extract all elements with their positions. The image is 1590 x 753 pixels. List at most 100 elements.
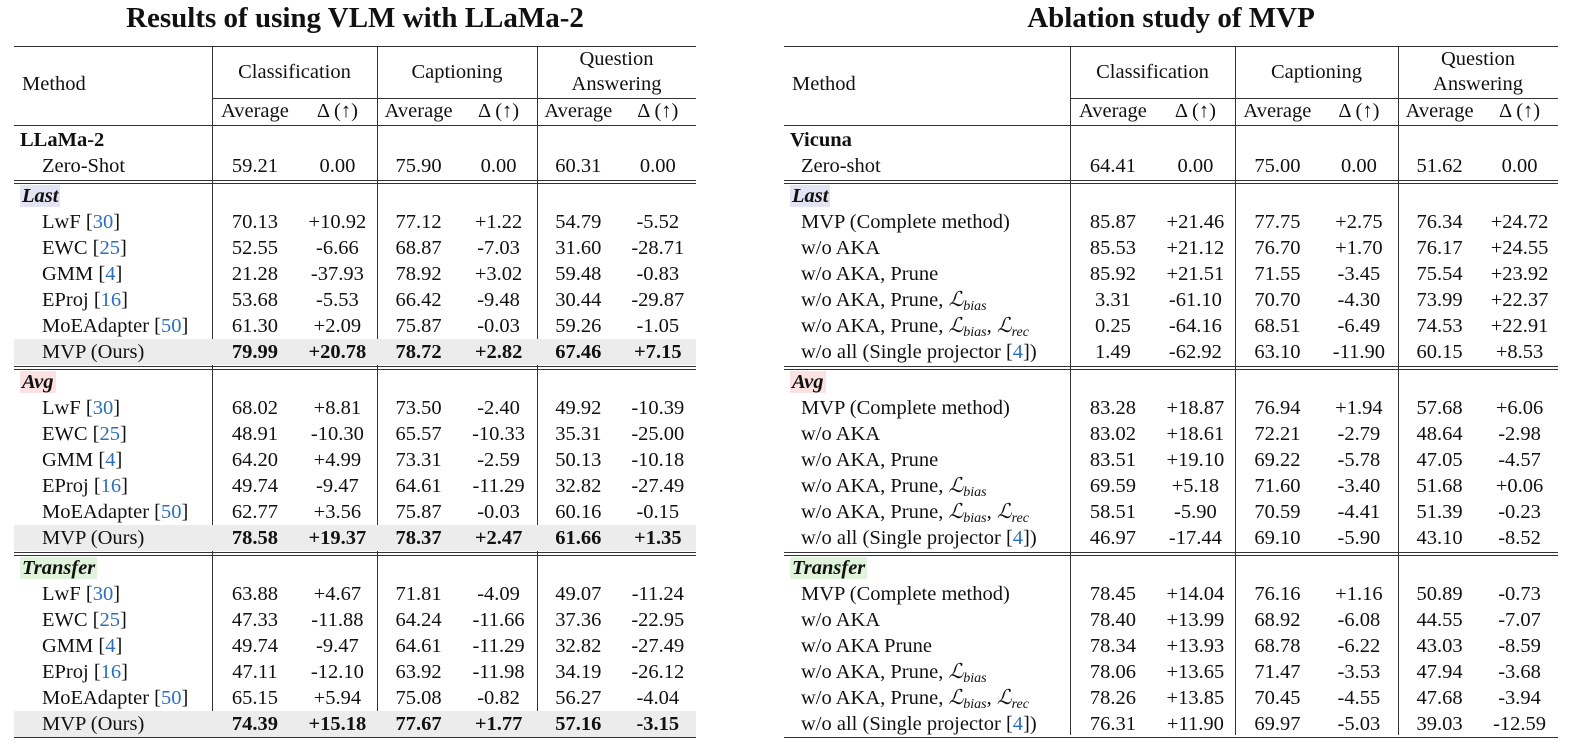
value-cell: +1.94 — [1335, 397, 1383, 419]
value-cell: +1.16 — [1335, 583, 1383, 605]
method: LwF [30] — [42, 395, 120, 421]
loss-symbol: ℒ — [996, 687, 1012, 709]
method-text: EWC — [42, 609, 93, 631]
value-cell: +21.12 — [1166, 237, 1225, 259]
method-text: , — [986, 315, 997, 337]
section-label-row: Transfer — [790, 555, 868, 581]
value-cell: -22.95 — [631, 609, 685, 631]
value-cell: +1.70 — [1335, 237, 1383, 259]
value-cell: 47.94 — [1416, 661, 1463, 683]
group-header: Classification — [238, 60, 351, 83]
method: EProj [16] — [42, 473, 128, 499]
value-cell: -25.00 — [631, 423, 685, 445]
value-cell: +5.94 — [313, 687, 362, 709]
value-cell: 76.34 — [1416, 211, 1463, 233]
value-cell: +2.82 — [474, 341, 523, 363]
rule — [14, 551, 696, 553]
value-cell: 78.92 — [395, 263, 442, 285]
value-cell: -11.88 — [311, 609, 364, 631]
value-cell: +6.06 — [1495, 397, 1544, 419]
value-cell: 69.97 — [1254, 713, 1301, 735]
value-cell: 74.53 — [1416, 315, 1463, 337]
value-cell: -0.83 — [636, 263, 680, 285]
value-cell: 83.51 — [1089, 449, 1136, 471]
method: EProj [16] — [42, 659, 128, 685]
value-cell: 50.89 — [1416, 583, 1463, 605]
method-text: MVP (Ours) — [42, 341, 145, 363]
sub-header: Δ (↑) — [637, 100, 679, 122]
method: Zero-Shot — [42, 153, 125, 179]
value-cell: 72.21 — [1254, 423, 1301, 445]
group-header: Question Answering — [571, 48, 662, 95]
value-cell: -0.23 — [1498, 501, 1541, 523]
method-text: [ — [85, 211, 93, 233]
value-cell: 73.50 — [395, 397, 442, 419]
method-text: ] — [115, 635, 123, 657]
value-cell: 65.57 — [395, 423, 442, 445]
value-cell: 79.99 — [231, 341, 278, 363]
value-cell: 49.74 — [231, 635, 278, 657]
method-text: MVP (Complete method) — [801, 583, 1010, 605]
value-cell: 21.28 — [231, 263, 278, 285]
row-highlight — [14, 711, 696, 737]
citation: 50 — [160, 315, 182, 337]
section-label: Last — [790, 185, 831, 207]
method-text: ] — [121, 661, 128, 683]
method-text: [ — [92, 423, 100, 445]
method: w/o all (Single projector [4]) — [801, 711, 1037, 737]
method: GMM [4] — [42, 447, 122, 473]
method-text: ] — [120, 423, 127, 445]
method: MoEAdapter [50] — [42, 499, 188, 525]
rule — [784, 554, 1558, 556]
method-text: ] — [113, 211, 121, 233]
value-cell: 77.67 — [395, 713, 442, 735]
section-label-row: Avg — [790, 369, 826, 395]
value-cell: +4.67 — [313, 583, 362, 605]
value-cell: +4.99 — [313, 449, 362, 471]
method: MVP (Ours) — [42, 711, 144, 737]
value-cell: 77.12 — [395, 211, 442, 233]
method: EWC [25] — [42, 421, 127, 447]
method-text: [ — [98, 635, 106, 657]
value-cell: 0.00 — [639, 155, 676, 177]
value-cell: -61.10 — [1168, 289, 1222, 311]
citation: 4 — [1012, 341, 1024, 363]
value-cell: 49.74 — [231, 475, 278, 497]
method-text: w/o AKA — [801, 609, 881, 631]
section-label-row: Last — [20, 183, 61, 209]
rule — [784, 551, 1558, 553]
value-cell: -6.66 — [316, 237, 359, 259]
value-cell: -5.90 — [1174, 501, 1217, 523]
value-cell: 75.87 — [395, 501, 442, 523]
rule — [784, 365, 1558, 367]
value-cell: -0.03 — [477, 501, 520, 523]
value-cell: +19.10 — [1166, 449, 1225, 471]
value-cell: 78.40 — [1089, 609, 1136, 631]
value-cell: +7.15 — [634, 341, 682, 363]
value-cell: 64.61 — [395, 475, 442, 497]
value-cell: 68.78 — [1254, 635, 1301, 657]
value-cell: 78.58 — [231, 527, 278, 549]
section-label-row: LLaMa-2 — [20, 127, 104, 153]
value-cell: +15.18 — [308, 713, 367, 735]
loss-symbol: ℒ — [948, 687, 964, 709]
citation: 4 — [105, 449, 116, 471]
value-cell: -26.12 — [631, 661, 685, 683]
method-text: MoEAdapter — [42, 501, 155, 523]
column-rule — [1070, 46, 1071, 735]
value-cell: 69.22 — [1254, 449, 1301, 471]
value-cell: 34.19 — [555, 661, 602, 683]
value-cell: +22.37 — [1490, 289, 1549, 311]
value-cell: 73.31 — [395, 449, 442, 471]
value-cell: +19.37 — [308, 527, 367, 549]
value-cell: +5.18 — [1171, 475, 1220, 497]
column-rule — [212, 46, 213, 735]
sub-header: Average — [1405, 100, 1474, 122]
method: LwF [30] — [42, 581, 120, 607]
citation: 50 — [160, 501, 182, 523]
value-cell: 68.51 — [1254, 315, 1301, 337]
section-label: Transfer — [790, 557, 868, 579]
method-text: [ — [98, 263, 106, 285]
value-cell: 60.16 — [555, 501, 602, 523]
value-cell: -4.04 — [636, 687, 680, 709]
